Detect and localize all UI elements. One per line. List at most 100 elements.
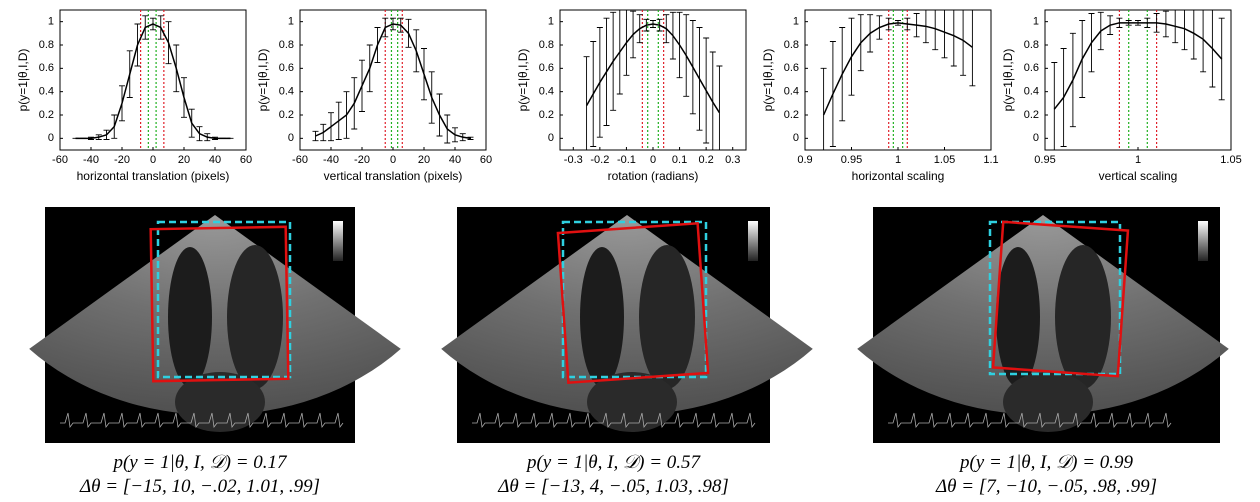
y-tick-label: 0 [48,132,54,144]
chart: -0.3 -0.2 -0.1 0 0.1 0.2 0.3 0 0.2 0.4 0.6 0.8 1 rota… [516,9,747,183]
error-bar [716,65,723,150]
echo-chamber [587,372,677,432]
y-tick-label: 0.8 [39,39,54,51]
echo-panel: p(y = 1|θ, I, 𝒟) = 0.17 Δθ = [−15, 10, −.… [29,207,401,497]
y-tick-label: 1 [288,16,294,28]
red-box [556,221,710,385]
echo-chamber [168,247,212,387]
x-tick-label: -20 [354,154,370,166]
caption-score: p(y = 1|θ, I, 𝒟) = 0.99 [958,452,1134,473]
x-tick-label: 0 [390,154,396,166]
y-axis-label: p(y=1|θ,I,D) [516,49,530,112]
echo-panel: p(y = 1|θ, I, 𝒟) = 0.99 Δθ = [7, −10, −.0… [857,207,1229,497]
y-tick-label: 0.4 [1024,86,1039,98]
plot-frame [559,9,747,151]
chart: 0.95 1 1.05 0 0.2 0.4 0.6 0.8 1 vertical scaling p… [1001,9,1242,183]
gray-bar [1198,221,1208,261]
y-tick-label: 0.6 [1024,62,1039,74]
chart: -60 -40 -20 0 20 40 60 0 0.2 0.4 0.6 0.8 1 vertical t… [256,9,492,183]
echo-chamber [580,247,624,387]
plot-area [1051,10,1225,150]
x-tick-label: 60 [480,154,492,166]
y-tick-label: 0.8 [539,39,554,51]
plot-area [72,10,234,150]
line [315,23,471,140]
x-axis-label: vertical scaling [1099,169,1178,183]
y-axis-label: p(y=1|θ,I,D) [1001,49,1015,112]
red-box [991,220,1130,378]
echo-chamber [1003,372,1093,432]
y-tick-label: 0 [1033,132,1039,144]
x-tick-label: 0.2 [698,154,713,166]
y-tick-label: 0.6 [39,62,54,74]
echo-chamber [1055,245,1111,389]
y-tick-label: 0 [793,132,799,144]
ecg-trace [60,412,344,429]
line [585,23,721,114]
y-tick-label: 0.4 [39,86,54,98]
y-axis-label: p(y=1|θ,I,D) [761,49,775,112]
caption-score: p(y = 1|θ, I, 𝒟) = 0.17 [111,452,288,473]
echo-chamber [227,245,283,389]
ecg-trace [888,412,1172,429]
gray-bar [333,221,343,261]
x-tick-label: -0.2 [590,154,609,166]
caption-offset: Δθ = [7, −10, −.05, .98, .99] [935,476,1157,497]
y-tick-label: 0.2 [1024,109,1039,121]
error-bar [583,56,590,150]
plot-frame [59,9,247,151]
echo-fan [441,215,813,415]
x-axis-label: vertical translation (pixels) [324,169,463,183]
y-tick-label: 1 [48,16,54,28]
y-tick-label: 0.2 [39,109,54,121]
y-tick-label: 0.6 [279,62,294,74]
y-tick-label: 0.2 [539,109,554,121]
y-axis-label: p(y=1|θ,I,D) [16,49,30,112]
red-box [149,225,290,383]
plot-area [583,10,723,150]
caption-offset: Δθ = [−13, 4, −.05, 1.03, .98] [497,476,729,497]
x-tick-label: -0.1 [617,154,636,166]
caption-offset: Δθ = [−15, 10, −.02, 1.01, .99] [79,476,320,497]
x-tick-label: -60 [52,154,68,166]
echo-chamber [175,372,265,432]
x-tick-label: 1.05 [934,154,955,166]
x-tick-label: 0.3 [725,154,740,166]
y-tick-label: 0.8 [784,39,799,51]
line [822,22,973,116]
x-axis-label: horizontal scaling [852,169,945,183]
y-tick-label: 1 [548,16,554,28]
x-tick-label: 1.1 [983,154,998,166]
line [75,23,231,140]
cyan-box [156,220,292,379]
plot-area [312,10,474,150]
x-tick-label: 60 [240,154,252,166]
plot-area [820,10,976,150]
x-tick-label: 0.95 [1034,154,1055,166]
x-tick-label: 0 [650,154,656,166]
y-tick-label: 0.8 [1024,39,1039,51]
error-bar [467,136,474,140]
x-tick-label: 20 [418,154,430,166]
y-tick-label: 0.4 [279,86,294,98]
y-tick-label: 0 [548,132,554,144]
x-tick-label: -20 [114,154,130,166]
y-tick-label: 0.6 [539,62,554,74]
x-tick-label: 0.95 [841,154,862,166]
y-tick-label: 1 [793,16,799,28]
y-tick-label: 0.2 [279,109,294,121]
x-tick-label: 1 [1135,154,1141,166]
x-tick-label: -40 [83,154,99,166]
y-tick-label: 0.8 [279,39,294,51]
x-axis-label: horizontal translation (pixels) [77,169,230,183]
x-axis-label: rotation (radians) [608,169,699,183]
x-tick-label: 40 [209,154,221,166]
y-axis-label: p(y=1|θ,I,D) [256,49,270,112]
caption-score: p(y = 1|θ, I, 𝒟) = 0.57 [525,452,702,473]
echo-fan [857,215,1229,415]
line [1053,22,1223,110]
echo-chamber [639,245,695,389]
gray-bar [748,221,758,261]
x-tick-label: 40 [449,154,461,166]
